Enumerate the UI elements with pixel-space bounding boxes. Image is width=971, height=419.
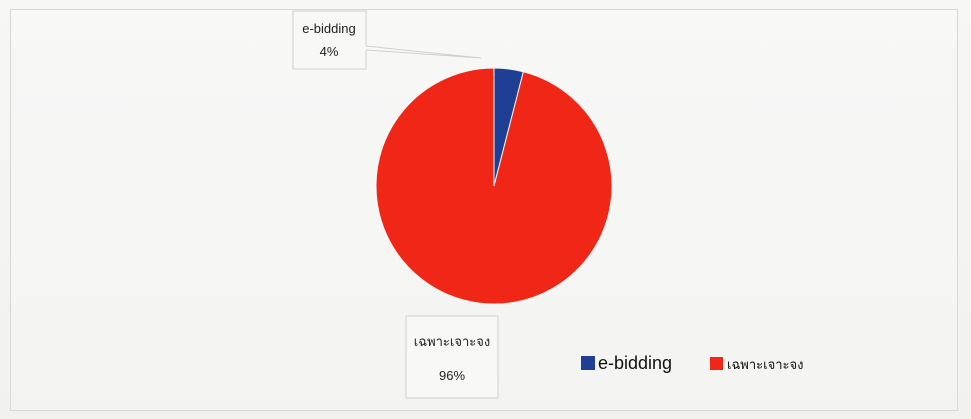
legend-label-specific: เฉพาะเจาะจง	[727, 357, 803, 372]
callout-e-bidding: e-bidding 4%	[292, 10, 482, 70]
legend: e-bidding เฉพาะเจาะจง	[581, 353, 803, 373]
pie-slices	[375, 67, 613, 305]
legend-swatch-specific	[710, 357, 723, 370]
callout-label-specific: เฉพาะเจาะจง	[414, 334, 490, 349]
legend-swatch-e-bidding	[581, 356, 595, 370]
legend-label-e-bidding: e-bidding	[598, 353, 672, 373]
callout-specific: เฉพาะเจาะจง 96%	[405, 315, 499, 399]
callout-value-specific: 96%	[439, 368, 465, 383]
pie-slice-specific	[375, 67, 613, 305]
callout-label-e-bidding: e-bidding	[302, 21, 356, 36]
callout-value-e-bidding: 4%	[320, 44, 339, 59]
